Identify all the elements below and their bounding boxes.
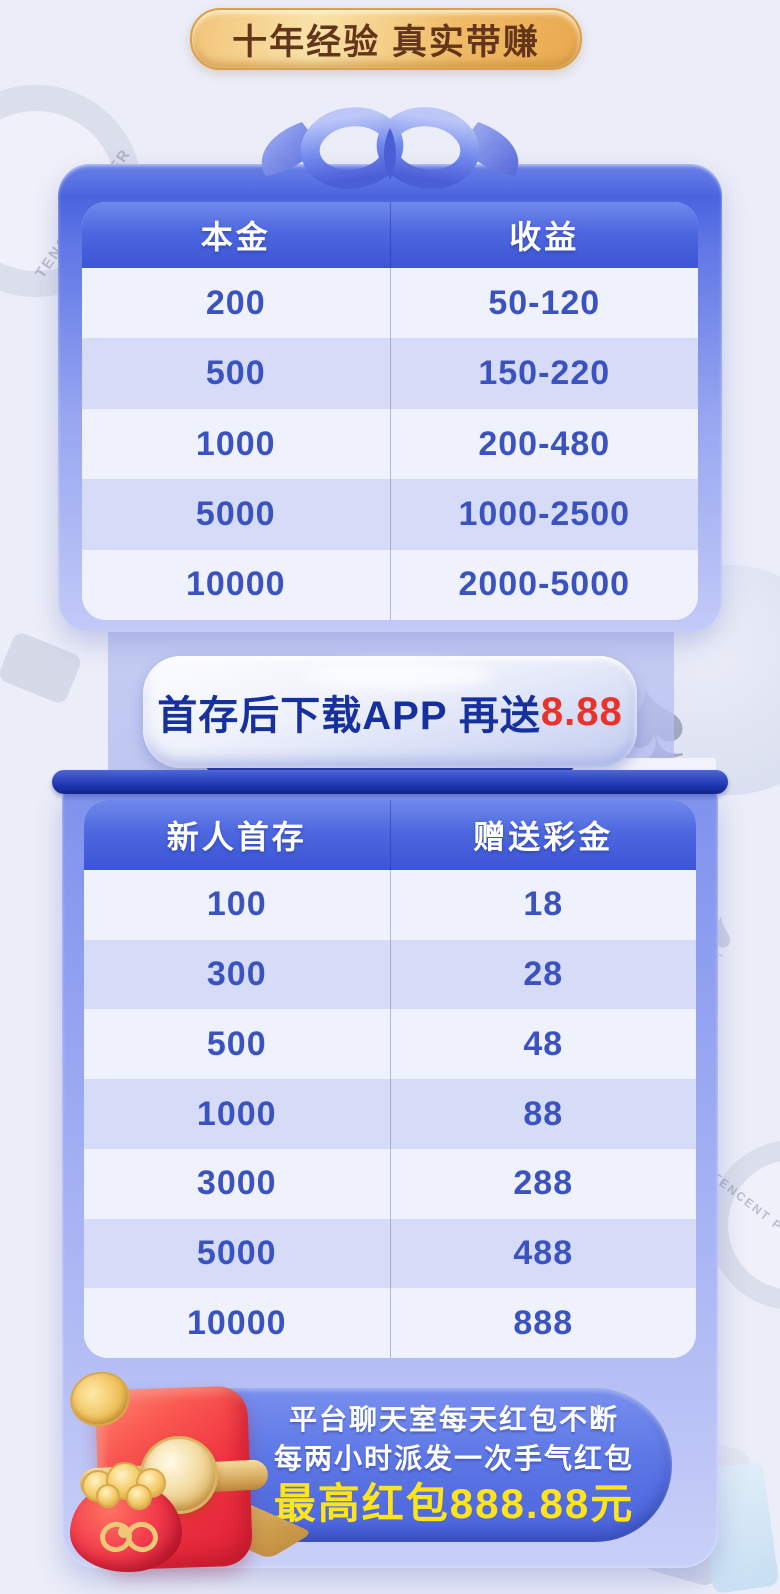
- table-cell: 5000: [195, 494, 276, 533]
- table-cell: 10000: [185, 565, 286, 604]
- table-cell: 5000: [196, 1233, 277, 1272]
- income-table: 本金 收益 200 50-120 500 150-220 1000 200-480 5000…: [82, 202, 698, 620]
- column-header-bonus: 赠送彩金: [389, 800, 697, 870]
- download-app-banner[interactable]: 首存后下载APP 再送 8.88: [143, 656, 637, 768]
- ribbon-bow-icon: [240, 106, 540, 195]
- table-cell: 1000: [196, 1094, 277, 1133]
- table-cell: 500: [206, 1024, 267, 1063]
- table-row: 1000 88: [84, 1079, 696, 1149]
- table-cell: 1000-2500: [389, 479, 699, 550]
- table-cell: 18: [389, 870, 697, 940]
- column-header-principal: 本金: [200, 219, 271, 255]
- table-cell: 2000-5000: [389, 549, 699, 620]
- table-cell: 28: [389, 939, 697, 1010]
- table-cell: 288: [389, 1148, 697, 1219]
- table-cell: 150-220: [389, 338, 699, 409]
- table-row: 300 28: [84, 939, 697, 1010]
- dice-watermark: [0, 630, 84, 706]
- first-deposit-table: 新人首存 赠送彩金 100 18 300 28 500 48 1000 88 3000 288 50…: [84, 800, 696, 1358]
- column-header-income: 收益: [389, 202, 699, 268]
- experience-badge-label: 十年经验 真实带赚: [232, 22, 540, 62]
- table-row: 500 48: [84, 1009, 697, 1080]
- download-app-banner-text: 首存后下载APP 再送: [157, 694, 541, 738]
- promo-line-2: 每两小时派发一次手气红包: [273, 1443, 634, 1474]
- income-table-panel: 本金 收益 200 50-120 500 150-220 1000 200-480 5000…: [58, 164, 722, 632]
- first-deposit-panel: 新人首存 赠送彩金 100 18 300 28 500 48 1000 88 3000 288 50…: [62, 786, 718, 1572]
- panel-hanger-bar: [52, 770, 728, 794]
- promo-max-amount: 最高红包888.88元: [273, 1480, 635, 1527]
- bow-knot-icon: [118, 1526, 130, 1538]
- table-cell: 10000: [186, 1303, 287, 1342]
- red-envelope-icon: [63, 1364, 314, 1572]
- promo-line-1: 平台聊天室每天红包不断: [288, 1404, 619, 1435]
- table-cell: 200-480: [389, 408, 699, 480]
- table-cell: 888: [389, 1288, 697, 1358]
- table-cell: 100: [206, 885, 267, 924]
- experience-badge: 十年经验 真实带赚: [190, 8, 582, 70]
- table-row: 1000 200-480: [82, 408, 699, 480]
- table-cell: 300: [206, 955, 267, 994]
- download-app-bonus-amount: 8.88: [540, 689, 623, 734]
- first-deposit-table-body: 100 18 300 28 500 48 1000 88 3000 288 5000 488 10000…: [84, 870, 696, 1358]
- table-row: 10000 2000-5000: [82, 549, 699, 620]
- table-cell: 488: [389, 1218, 697, 1289]
- table-cell: 3000: [196, 1164, 277, 1203]
- table-row: 200 50-120: [82, 268, 699, 339]
- gold-coin-icon: [96, 1484, 120, 1508]
- table-cell: 88: [389, 1079, 697, 1149]
- column-header-first-deposit: 新人首存: [166, 819, 307, 855]
- table-cell: 200: [205, 283, 266, 322]
- table-row: 10000 888: [84, 1288, 696, 1358]
- table-row: 5000 488: [84, 1218, 697, 1289]
- income-table-body: 200 50-120 500 150-220 1000 200-480 5000 1000-2…: [82, 268, 698, 620]
- table-row: 500 150-220: [82, 338, 699, 409]
- first-deposit-table-header: 新人首存 赠送彩金: [84, 800, 696, 870]
- table-cell: 50-120: [389, 268, 699, 339]
- table-cell: 500: [205, 354, 266, 393]
- table-cell: 48: [389, 1009, 697, 1080]
- table-cell: 1000: [195, 424, 276, 463]
- income-table-header: 本金 收益: [82, 202, 698, 268]
- table-row: 3000 288: [84, 1148, 697, 1219]
- gold-coin-icon: [126, 1484, 152, 1510]
- table-row: 100 18: [84, 870, 696, 940]
- table-row: 5000 1000-2500: [82, 479, 699, 550]
